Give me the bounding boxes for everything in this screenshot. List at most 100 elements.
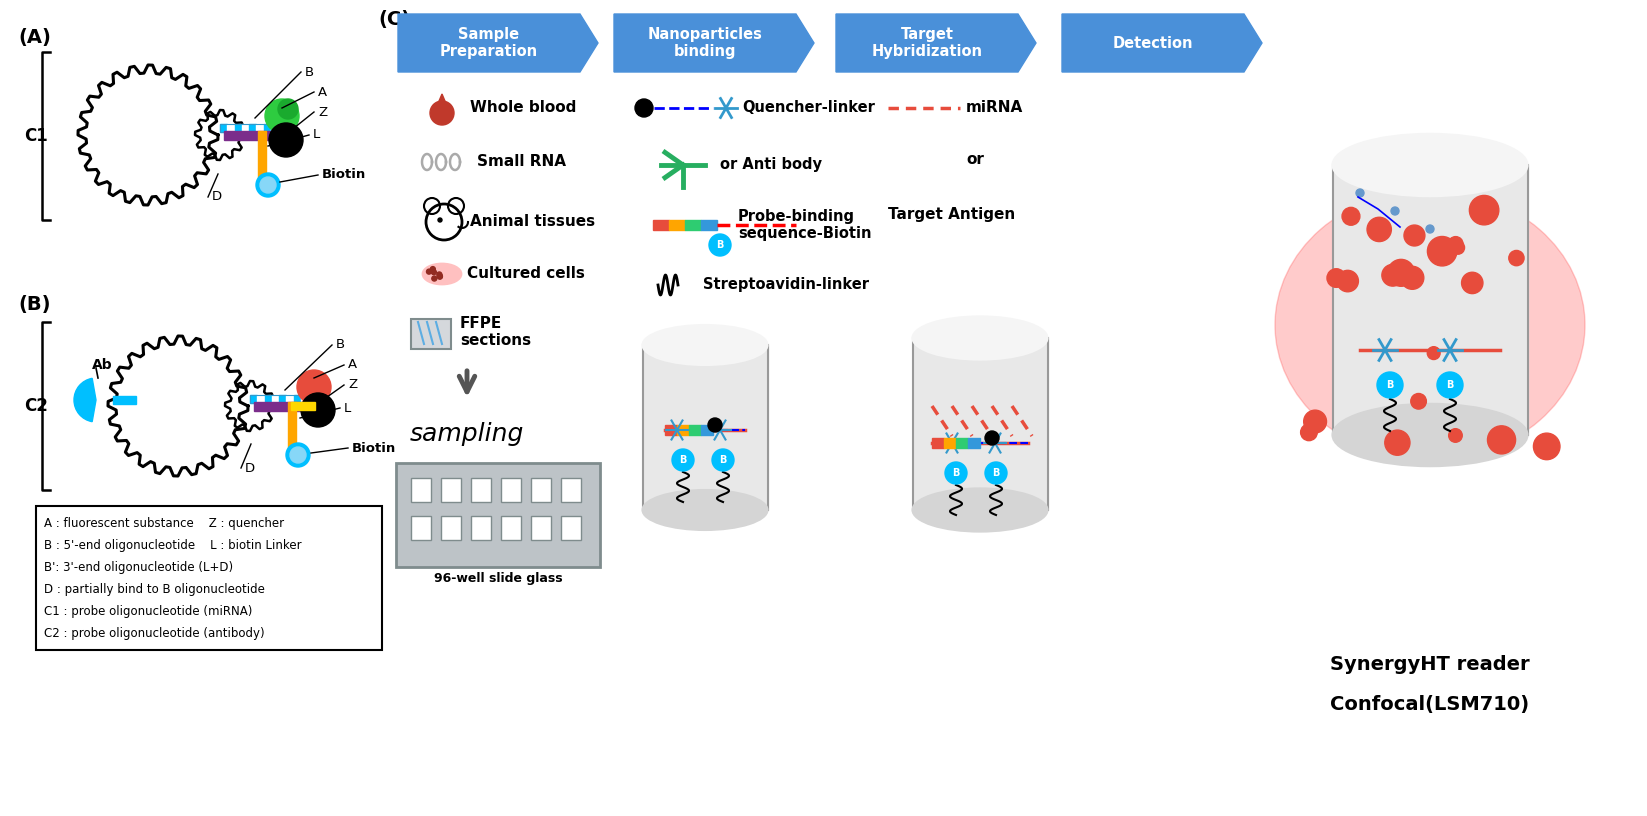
- Text: (A): (A): [18, 28, 51, 47]
- Polygon shape: [912, 338, 1047, 510]
- Circle shape: [265, 99, 300, 133]
- Circle shape: [1367, 217, 1392, 242]
- Text: Cultured cells: Cultured cells: [468, 267, 585, 282]
- Circle shape: [301, 393, 334, 427]
- Circle shape: [1355, 189, 1364, 197]
- Text: (C): (C): [379, 10, 410, 29]
- Polygon shape: [685, 220, 702, 230]
- Polygon shape: [669, 220, 685, 230]
- Polygon shape: [227, 124, 234, 132]
- Circle shape: [430, 101, 455, 125]
- Circle shape: [1428, 347, 1439, 360]
- FancyBboxPatch shape: [501, 516, 520, 540]
- Text: Biotin: Biotin: [323, 168, 366, 181]
- FancyBboxPatch shape: [471, 516, 491, 540]
- Circle shape: [427, 269, 432, 274]
- Circle shape: [278, 99, 298, 119]
- Circle shape: [296, 370, 331, 404]
- Circle shape: [712, 449, 735, 471]
- Polygon shape: [837, 14, 1036, 72]
- Circle shape: [432, 276, 436, 281]
- Polygon shape: [955, 438, 968, 448]
- Circle shape: [1451, 241, 1464, 255]
- FancyBboxPatch shape: [501, 478, 520, 502]
- Polygon shape: [677, 425, 688, 435]
- Text: 96-well slide glass: 96-well slide glass: [433, 572, 562, 585]
- Polygon shape: [435, 94, 450, 113]
- Polygon shape: [944, 438, 955, 448]
- Polygon shape: [242, 124, 249, 132]
- Polygon shape: [270, 124, 278, 132]
- Text: L: L: [313, 128, 320, 141]
- Polygon shape: [249, 124, 257, 132]
- Polygon shape: [278, 395, 287, 403]
- FancyBboxPatch shape: [530, 478, 552, 502]
- Circle shape: [436, 272, 441, 277]
- Text: L: L: [344, 401, 351, 415]
- Circle shape: [985, 431, 1000, 445]
- Polygon shape: [257, 395, 265, 403]
- Wedge shape: [74, 379, 96, 422]
- Text: Target
Hybridization: Target Hybridization: [871, 27, 983, 60]
- Text: B: B: [952, 468, 960, 478]
- Text: A: A: [348, 358, 357, 371]
- Polygon shape: [109, 336, 249, 476]
- Circle shape: [1448, 237, 1463, 251]
- Ellipse shape: [423, 264, 461, 284]
- Polygon shape: [226, 381, 275, 431]
- Text: SynergyHT reader: SynergyHT reader: [1331, 655, 1530, 674]
- Polygon shape: [265, 395, 272, 403]
- Circle shape: [1377, 372, 1403, 398]
- Polygon shape: [221, 124, 227, 132]
- Ellipse shape: [1275, 190, 1584, 460]
- FancyBboxPatch shape: [562, 516, 581, 540]
- FancyBboxPatch shape: [412, 478, 432, 502]
- Text: Z: Z: [318, 105, 328, 118]
- Circle shape: [432, 269, 436, 275]
- Text: Ab: Ab: [92, 358, 112, 372]
- Polygon shape: [287, 395, 293, 403]
- Circle shape: [1461, 273, 1482, 294]
- Text: C2: C2: [25, 397, 48, 415]
- Circle shape: [430, 267, 435, 272]
- Circle shape: [1428, 237, 1458, 266]
- Circle shape: [260, 177, 277, 193]
- Ellipse shape: [1332, 404, 1527, 466]
- Text: Sample
Preparation: Sample Preparation: [440, 27, 539, 60]
- Text: Quencher-linker: Quencher-linker: [743, 100, 875, 116]
- Text: Nanoparticles
binding: Nanoparticles binding: [647, 27, 763, 60]
- Circle shape: [1327, 268, 1346, 287]
- Circle shape: [290, 447, 306, 463]
- Circle shape: [1403, 225, 1425, 246]
- Circle shape: [1304, 410, 1326, 433]
- Circle shape: [1402, 266, 1423, 290]
- Polygon shape: [614, 14, 814, 72]
- FancyBboxPatch shape: [395, 463, 600, 567]
- Polygon shape: [932, 438, 944, 448]
- Circle shape: [1487, 426, 1515, 454]
- Text: or Anti body: or Anti body: [720, 157, 822, 172]
- FancyBboxPatch shape: [36, 506, 382, 650]
- Polygon shape: [114, 396, 137, 404]
- Ellipse shape: [912, 489, 1047, 531]
- Text: Animal tissues: Animal tissues: [469, 215, 595, 229]
- Text: B': 3'-end oligonucleotide (L+D): B': 3'-end oligonucleotide (L+D): [44, 561, 234, 574]
- Text: sampling: sampling: [410, 422, 524, 446]
- Text: Streptoavidin-linker: Streptoavidin-linker: [703, 277, 870, 292]
- Polygon shape: [702, 425, 713, 435]
- Circle shape: [945, 462, 967, 484]
- Polygon shape: [272, 395, 278, 403]
- FancyBboxPatch shape: [412, 319, 451, 349]
- Ellipse shape: [642, 490, 768, 530]
- Circle shape: [708, 234, 731, 256]
- Text: B: B: [679, 455, 687, 465]
- Polygon shape: [293, 395, 301, 403]
- Text: D : partially bind to B oligonucleotide: D : partially bind to B oligonucleotide: [44, 583, 265, 596]
- Text: B: B: [991, 468, 1000, 478]
- Polygon shape: [665, 425, 677, 435]
- Polygon shape: [77, 65, 217, 205]
- Circle shape: [1469, 195, 1499, 225]
- Ellipse shape: [912, 317, 1047, 360]
- Polygon shape: [1332, 165, 1527, 435]
- Circle shape: [287, 443, 310, 467]
